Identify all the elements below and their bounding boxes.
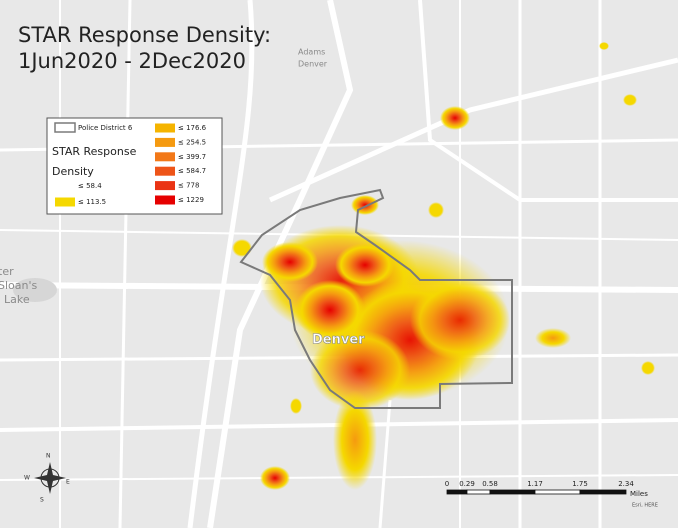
scale-bar: 0 0.29 0.58 1.17 1.75 2.34 Miles [445,480,648,498]
compass: N E S W [24,453,70,504]
legend-swatch [155,181,175,191]
place-label: Adams [298,48,325,57]
scale-label: 0.58 [482,480,498,488]
compass-label: E [66,479,70,486]
legend-heading: Density [52,165,94,178]
scale-label: 2.34 [618,480,634,488]
compass-label: S [40,497,44,504]
scale-label: 0 [445,480,449,488]
legend-label: Police District 6 [78,124,133,132]
attribution: Esri, HERE [632,503,658,509]
legend-label: ≤ 778 [178,182,199,190]
legend: Police District 6 STAR Response Density … [46,117,223,215]
boundary-swatch [54,122,76,133]
legend-heading: STAR Response [52,145,137,158]
legend-label: ≤ 254.5 [178,138,206,146]
legend-label: ≤ 58.4 [78,182,102,190]
scale-segment [446,489,468,495]
place-label: ter [0,265,14,278]
legend-label: ≤ 113.5 [78,198,106,206]
scale-label: 0.29 [459,480,475,488]
legend-swatch [155,152,175,162]
title: STAR Response Density: [18,23,271,47]
legend-label: ≤ 399.7 [178,153,206,161]
title: 1Jun2020 - 2Dec2020 [18,49,246,73]
city-label: Denver [312,333,365,348]
scale-segment [579,489,627,495]
scale-label: 1.75 [572,480,588,488]
legend-label: ≤ 176.6 [178,124,207,132]
scale-segment [466,489,491,495]
police-district-boundary [239,188,513,409]
legend-swatch [155,166,175,176]
scale-segment [489,489,536,495]
compass-label: W [24,475,30,482]
legend-label: ≤ 1229 [178,196,204,204]
scale-unit: Miles [630,490,648,498]
place-label: Lake [4,293,30,306]
scale-label: 1.17 [527,480,543,488]
legend-swatch [155,123,175,133]
legend-swatch [155,137,175,147]
legend-label: ≤ 584.7 [178,167,206,175]
place-label: Sloan's [0,279,38,292]
scale-segment [534,489,581,495]
compass-label: N [46,453,51,460]
legend-swatch [155,195,175,205]
place-label: Denver [298,60,328,69]
legend-swatch [55,197,75,207]
